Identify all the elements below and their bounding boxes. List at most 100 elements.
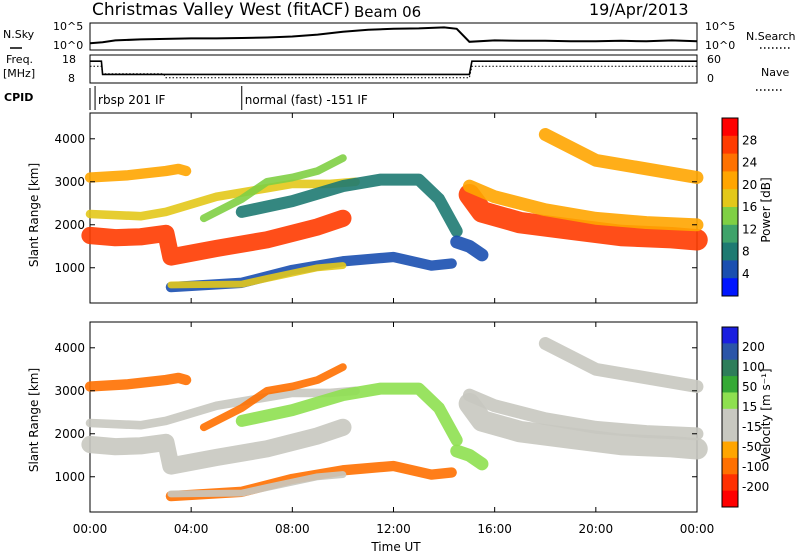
y-tick-label: 1000 (54, 261, 85, 275)
colorbar-tick-label: 15 (742, 400, 757, 414)
colorbar-swatch (722, 376, 738, 393)
power-echoes (81, 128, 708, 293)
colorbar-swatch (722, 278, 738, 297)
freq-tick-high: 18 (62, 53, 76, 66)
y-tick-label: 1000 (54, 470, 85, 484)
cpid-label: CPID (4, 91, 33, 104)
colorbar-swatch (722, 474, 738, 492)
echo-band (462, 388, 704, 441)
x-tick-label: 00:00 (680, 522, 715, 536)
power-colorbar-label: Power [dB] (759, 177, 773, 242)
velocity-colorbar-label: Velocity [m s⁻¹] (759, 368, 773, 461)
echo-band (199, 363, 347, 432)
nsearch-tick-high: 10^5 (705, 20, 735, 33)
colorbar-swatch (722, 327, 738, 344)
colorbar-tick-label: 16 (742, 200, 757, 214)
figure-title: Christmas Valley West (fitACF) (92, 0, 350, 20)
freq-unit-label: [MHz] (3, 67, 35, 80)
cpid-markers: rbsp 201 IF normal (fast) -151 IF (94, 86, 368, 110)
cpid-entry-label: rbsp 201 IF (98, 93, 165, 107)
nave-line (90, 65, 697, 79)
y-tick-label: 3000 (54, 175, 85, 189)
colorbar-swatch (722, 153, 738, 172)
x-axis-label: Time UT (370, 540, 421, 554)
echo-band (81, 209, 352, 266)
echo-band (167, 262, 347, 289)
echo-band (458, 183, 708, 251)
y-tick-label: 2000 (54, 427, 85, 441)
colorbar-swatch (722, 189, 738, 208)
nave-tick-high: 60 (707, 53, 721, 66)
nave-tick-low: 0 (707, 72, 714, 85)
colorbar-tick-label: 8 (742, 245, 750, 259)
power-y-label: Slant Range [km] (27, 163, 41, 267)
colorbar-swatch (722, 224, 738, 244)
nave-label: Nave (761, 66, 789, 79)
colorbar-tick-label: -15 (742, 420, 762, 434)
cpid-entry-label: normal (fast) -151 IF (245, 93, 368, 107)
x-axis-ticks: 00:00 04:00 08:00 12:00 16:00 20:00 00:00 (73, 113, 715, 536)
nsearch-label: N.Search (746, 30, 796, 43)
colorbar-swatch (722, 171, 738, 190)
colorbar-frame (721, 326, 739, 508)
colorbar-swatch (722, 425, 738, 443)
colorbar-swatch (722, 343, 738, 361)
colorbar-tick-label: 4 (742, 267, 750, 281)
colorbar-tick-label: 50 (742, 380, 757, 394)
colorbar-swatch (722, 408, 738, 426)
colorbar-frame (721, 117, 739, 297)
colorbar-tick-label: 12 (742, 222, 757, 236)
echo-band (538, 128, 704, 184)
colorbar-tick-label: 100 (742, 360, 765, 374)
x-tick-label: 00:00 (73, 522, 108, 536)
y-tick-label: 3000 (54, 384, 85, 398)
echo-band (450, 235, 489, 262)
colorbar-tick-label: 24 (742, 156, 757, 170)
echo-band (167, 471, 347, 498)
x-tick-label: 08:00 (275, 522, 310, 536)
x-tick-label: 04:00 (174, 522, 209, 536)
echo-band (538, 337, 704, 393)
x-tick-label: 20:00 (579, 522, 614, 536)
colorbar-swatch (722, 490, 738, 508)
nsky-panel-frame (89, 22, 698, 51)
echo-band (84, 163, 192, 183)
velocity-y-ticks: 4000 3000 2000 1000 (54, 341, 697, 484)
y-tick-label: 4000 (54, 132, 85, 146)
colorbar-tick-label: -50 (742, 440, 762, 454)
freq-label: Freq. (6, 53, 33, 66)
freq-panel-frame (89, 54, 698, 84)
nsearch-tick-low: 10^0 (705, 39, 735, 52)
colorbar-swatch (722, 242, 738, 261)
y-tick-label: 2000 (54, 218, 85, 232)
velocity-echoes (81, 337, 708, 502)
colorbar-swatch (722, 135, 738, 155)
velocity-y-label: Slant Range [km] (27, 368, 41, 472)
colorbar-swatch (722, 457, 738, 475)
colorbar-swatch (722, 359, 738, 377)
freq-line (90, 60, 697, 76)
date-label: 19/Apr/2013 (589, 0, 689, 19)
echo-band (84, 372, 192, 392)
echo-band (85, 177, 360, 221)
echo-band (81, 418, 352, 475)
freq-series (90, 60, 697, 79)
echo-band (458, 392, 708, 460)
velocity-colorbar: 200 100 50 15 -15 -50 -100 -200 (721, 326, 769, 508)
colorbar-swatch (722, 207, 738, 226)
echo-band (85, 386, 360, 430)
echo-band (450, 444, 489, 471)
colorbar-swatch (722, 118, 738, 137)
power-y-ticks: 4000 3000 2000 1000 (54, 132, 697, 275)
echo-band (199, 154, 347, 223)
colorbar-tick-label: 28 (742, 133, 757, 147)
nsky-series (89, 26, 698, 45)
colorbar-tick-label: -100 (742, 460, 769, 474)
nsky-line (89, 26, 698, 45)
colorbar-swatch (722, 441, 738, 459)
colorbar-swatch (722, 392, 738, 410)
colorbar-tick-label: -200 (742, 480, 769, 494)
x-tick-label: 12:00 (376, 522, 411, 536)
power-colorbar: 28 24 20 16 12 8 4 (721, 117, 757, 297)
